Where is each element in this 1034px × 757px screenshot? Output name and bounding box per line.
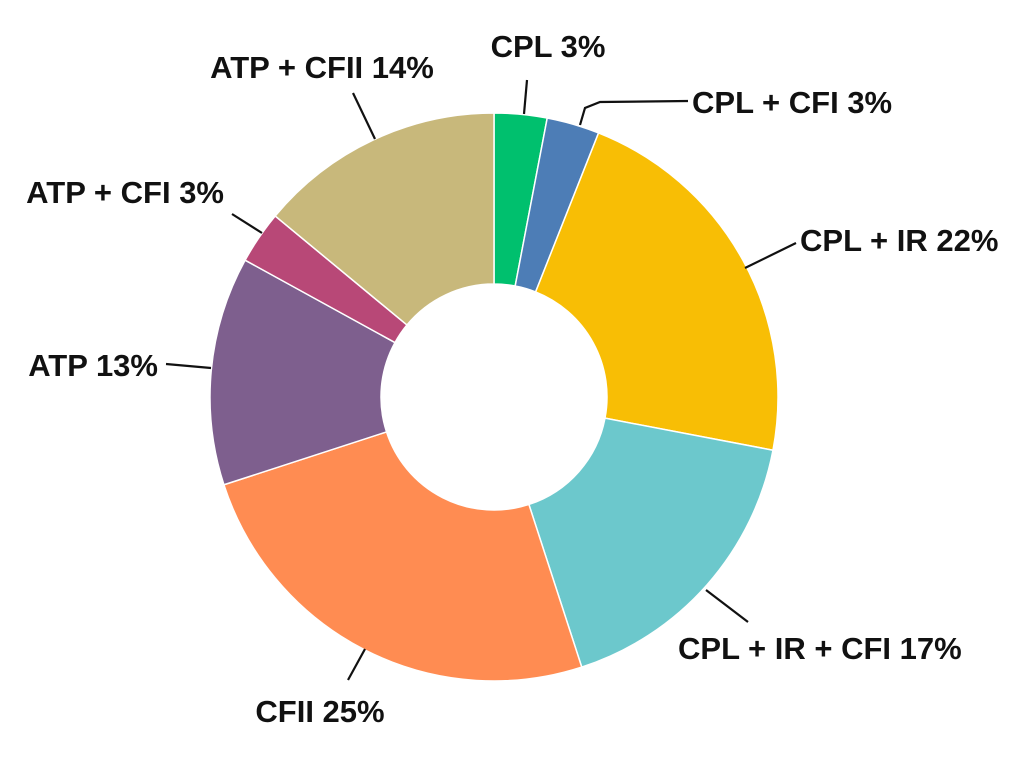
leader-line-cpl-ir-cfi <box>705 589 749 623</box>
leader-lines-layer <box>165 79 797 681</box>
label-cpl-cfi: CPL + CFI 3% <box>692 85 892 120</box>
leader-line-cpl <box>522 79 529 115</box>
slice-cpl-ir <box>534 131 779 452</box>
leader-line-cpl-cfi <box>578 99 689 126</box>
leader-line-cfii <box>347 648 366 681</box>
slice-atp-cfii <box>274 112 495 327</box>
label-atp-cfi: ATP + CFI 3% <box>26 175 224 210</box>
label-cpl-ir-cfi: CPL + IR + CFI 17% <box>678 631 962 666</box>
leader-line-atp-cfi <box>231 213 263 234</box>
label-atp-cfii: ATP + CFII 14% <box>210 50 434 85</box>
leader-line-atp <box>165 362 212 370</box>
slice-cpl-ir-cfi <box>527 417 774 669</box>
label-cfii: CFII 25% <box>255 694 384 729</box>
slices-layer <box>209 112 779 682</box>
labels-layer: CPL 3% CPL + CFI 3% CPL + IR 22% CPL + IR +… <box>26 29 998 729</box>
label-cpl-ir: CPL + IR 22% <box>800 223 998 258</box>
leader-line-atp-cfii <box>352 92 376 140</box>
label-atp: ATP 13% <box>28 348 158 383</box>
leader-line-cpl-ir <box>744 242 797 269</box>
slice-cfii <box>222 430 583 682</box>
label-cpl: CPL 3% <box>491 29 606 64</box>
slice-atp <box>209 259 396 486</box>
